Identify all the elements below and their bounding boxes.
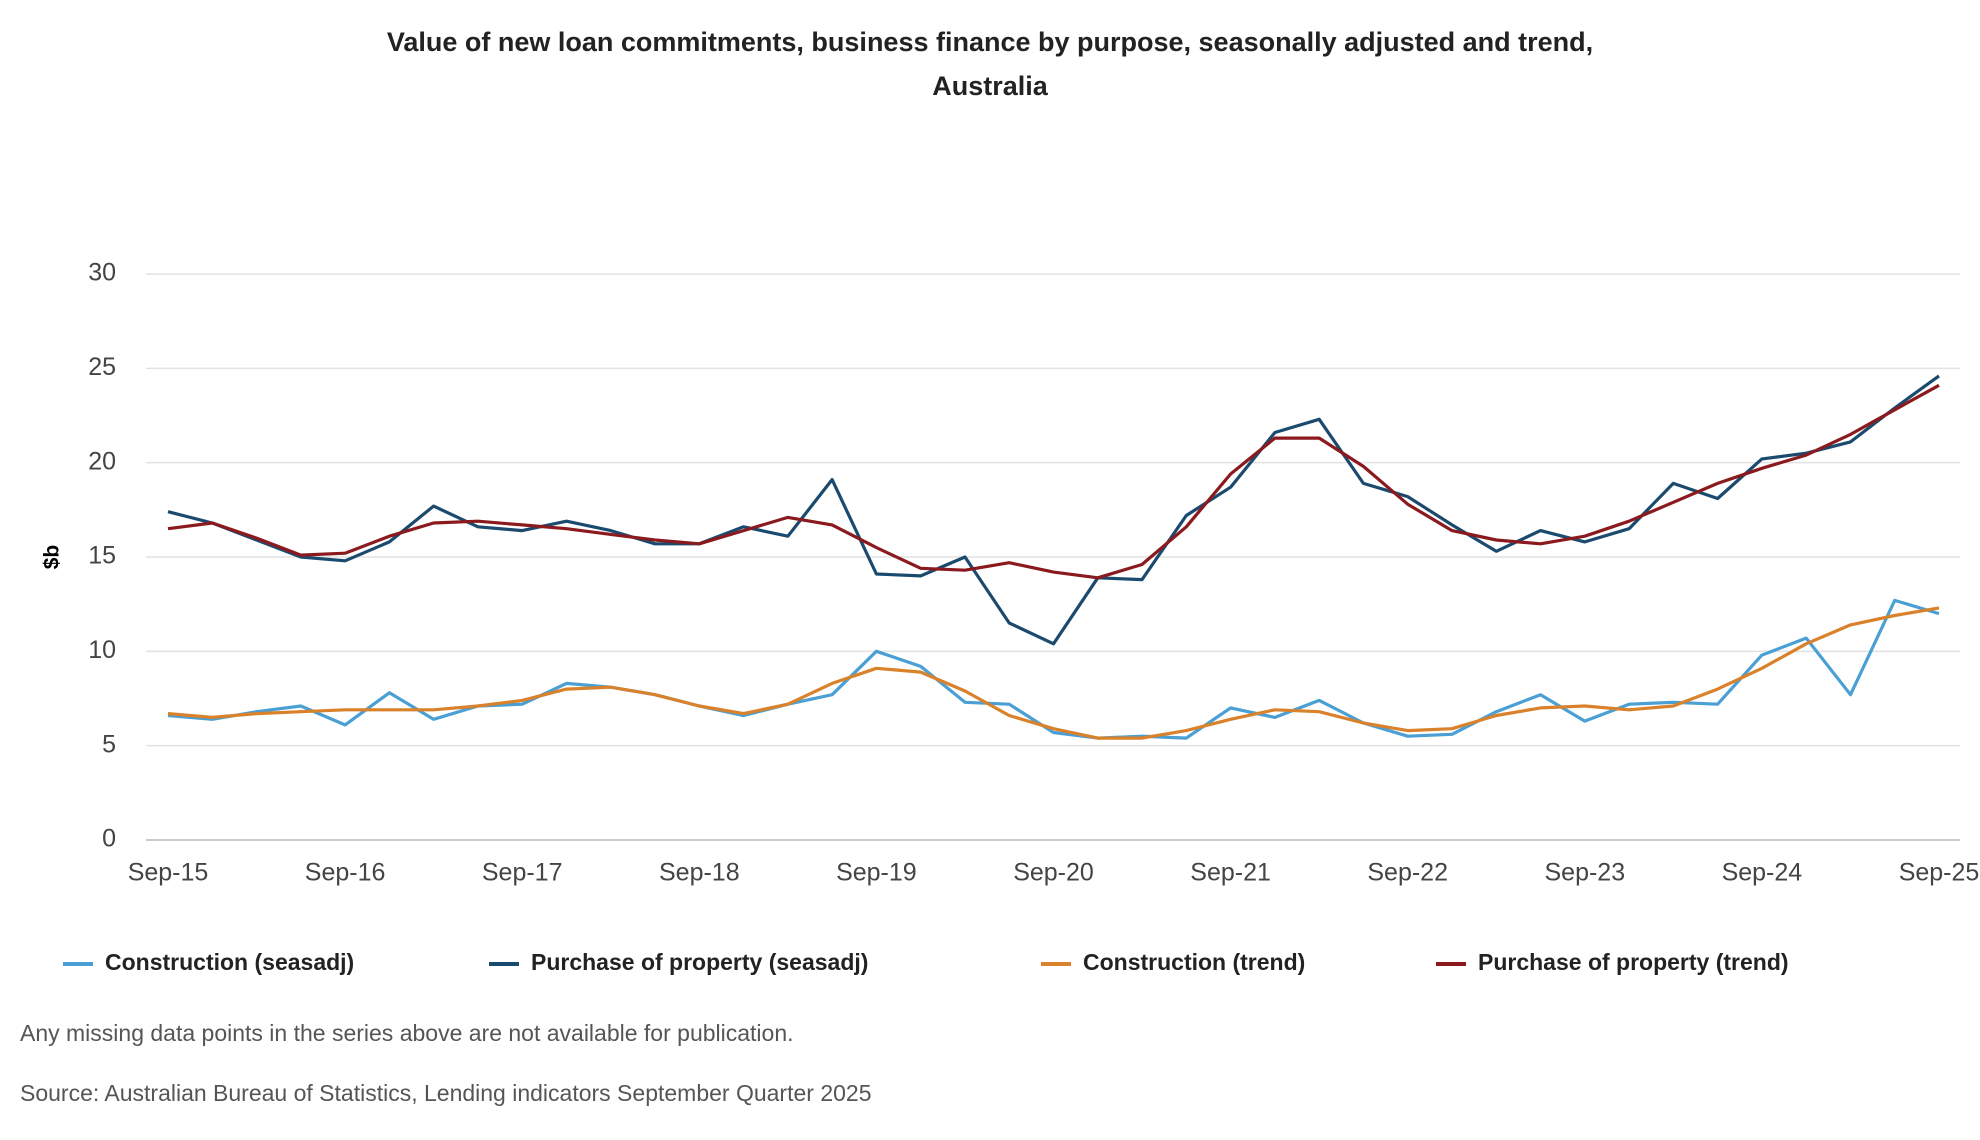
x-tick-label: Sep-23 [1544, 859, 1625, 887]
y-tick-label: 25 [88, 353, 116, 381]
x-tick-label: Sep-15 [128, 859, 209, 887]
series-line [167, 598, 1940, 740]
y-tick-label: 5 [102, 730, 116, 758]
series-line [167, 374, 1940, 646]
legend-label: Construction (seasadj) [105, 949, 354, 975]
y-tick-label: 15 [88, 542, 116, 570]
x-tick-label: Sep-22 [1367, 859, 1448, 887]
y-tick-label: 20 [88, 447, 116, 475]
x-tick-label: Sep-17 [482, 859, 563, 887]
x-tick-label: Sep-21 [1190, 859, 1271, 887]
y-tick-label: 30 [88, 259, 116, 287]
series-line [167, 606, 1940, 740]
x-tick-label: Sep-24 [1722, 859, 1803, 887]
legend-label: Purchase of property (trend) [1478, 949, 1789, 975]
x-tick-label: Sep-25 [1899, 859, 1980, 887]
footnote: Any missing data points in the series ab… [20, 1020, 794, 1046]
x-tick-label: Sep-18 [659, 859, 740, 887]
legend-label: Construction (trend) [1083, 949, 1305, 975]
y-tick-label: 10 [88, 636, 116, 664]
y-tick-label: 0 [102, 825, 116, 853]
y-axis-label: $b [41, 545, 64, 570]
series-line [167, 383, 1940, 580]
x-tick-label: Sep-16 [305, 859, 386, 887]
legend-label: Purchase of property (seasadj) [531, 949, 868, 975]
source-note: Source: Australian Bureau of Statistics,… [20, 1080, 872, 1106]
chart-title: Value of new loan commitments, business … [386, 27, 1594, 101]
x-tick-label: Sep-19 [836, 859, 917, 887]
x-tick-label: Sep-20 [1013, 859, 1094, 887]
